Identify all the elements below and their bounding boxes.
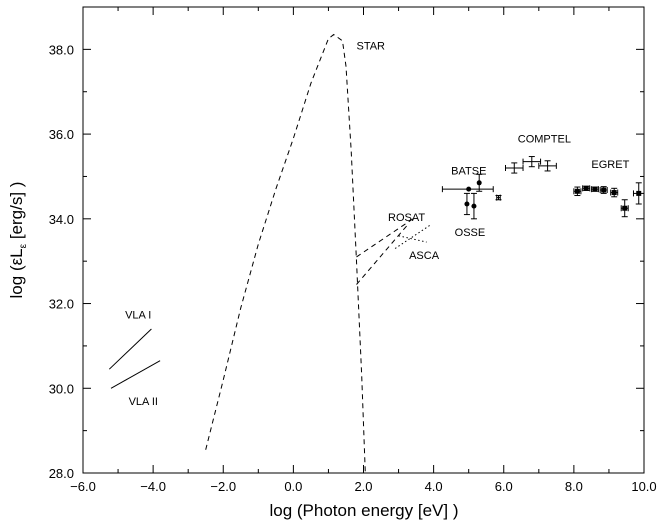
- series-line-star: [205, 33, 366, 474]
- series-vla-ii: [110, 360, 161, 389]
- point-marker: [574, 188, 580, 194]
- data-point-comptel: [495, 194, 502, 201]
- x-tick-label: 8.0: [565, 479, 583, 494]
- series-line-asca: [398, 235, 427, 243]
- series-line-rosat: [356, 216, 417, 258]
- annotation-star: STAR: [356, 40, 385, 52]
- plot-frame: [82, 6, 645, 474]
- data-point-egret: [582, 185, 591, 192]
- data-point-egret: [590, 186, 599, 193]
- y-axis-label: log (εLε [erg/s] ): [7, 182, 29, 299]
- data-point-comptel: [522, 156, 542, 168]
- series-line-vla-ii: [110, 360, 161, 389]
- annotation-asca: ASCA: [409, 250, 440, 262]
- y-tick-label: 30.0: [49, 381, 74, 396]
- series-batse: [441, 173, 494, 193]
- y-tick-label: 34.0: [49, 212, 74, 227]
- point-marker: [636, 190, 642, 196]
- series-line-rosat: [356, 224, 408, 285]
- annotation-comptel: COMPTEL: [518, 134, 571, 146]
- data-point-egret: [599, 186, 608, 194]
- y-tick-label: 36.0: [49, 127, 74, 142]
- x-tick-label: −6.0: [70, 479, 96, 494]
- data-point-egret: [610, 187, 619, 198]
- series-asca: [394, 224, 431, 249]
- annotation-rosat: ROSAT: [388, 212, 425, 224]
- point-marker: [583, 185, 589, 191]
- data-point-egret: [620, 199, 629, 218]
- x-tick-label: 2.0: [354, 479, 372, 494]
- point-marker: [622, 205, 628, 211]
- data-point-batse: [441, 186, 494, 193]
- series-comptel: [495, 156, 557, 201]
- data-point-osse: [470, 192, 477, 220]
- series-line-asca: [394, 224, 431, 249]
- point-marker: [471, 203, 477, 209]
- y-tick-label: 32.0: [49, 297, 74, 312]
- point-marker: [464, 201, 470, 207]
- series-line-vla-i: [108, 328, 152, 370]
- y-tick-label: 28.0: [49, 466, 74, 481]
- annotation-egret: EGRET: [591, 159, 629, 171]
- series-osse: [463, 192, 477, 220]
- x-tick-label: 4.0: [425, 479, 443, 494]
- data-point-egret: [632, 182, 645, 205]
- data-point-osse: [463, 192, 470, 216]
- annotation-vla-i: VLA I: [125, 309, 151, 321]
- series-star: [205, 33, 366, 474]
- annotation-batse: BATSE: [451, 165, 486, 177]
- data-point-comptel: [538, 160, 557, 172]
- series-rosat: [356, 216, 417, 285]
- point-marker: [466, 186, 472, 192]
- point-marker: [476, 180, 482, 186]
- x-tick-label: 10.0: [631, 479, 656, 494]
- x-tick-label: −4.0: [140, 479, 166, 494]
- series-egret: [573, 182, 645, 218]
- data-point-comptel: [505, 162, 524, 174]
- x-tick-label: 6.0: [495, 479, 513, 494]
- x-tick-label: 0.0: [284, 479, 302, 494]
- data-point-batse: [476, 173, 483, 192]
- y-tick-label: 38.0: [49, 42, 74, 57]
- point-marker: [592, 186, 598, 192]
- point-marker: [611, 190, 617, 196]
- series-vla-i: [108, 328, 152, 370]
- point-marker: [601, 187, 607, 193]
- annotation-vla-ii: VLA II: [129, 396, 158, 408]
- x-tick-label: −2.0: [210, 479, 236, 494]
- data-point-egret: [573, 186, 582, 197]
- annotation-osse: OSSE: [455, 227, 486, 239]
- x-axis-label: log (Photon energy [eV] ): [269, 501, 458, 520]
